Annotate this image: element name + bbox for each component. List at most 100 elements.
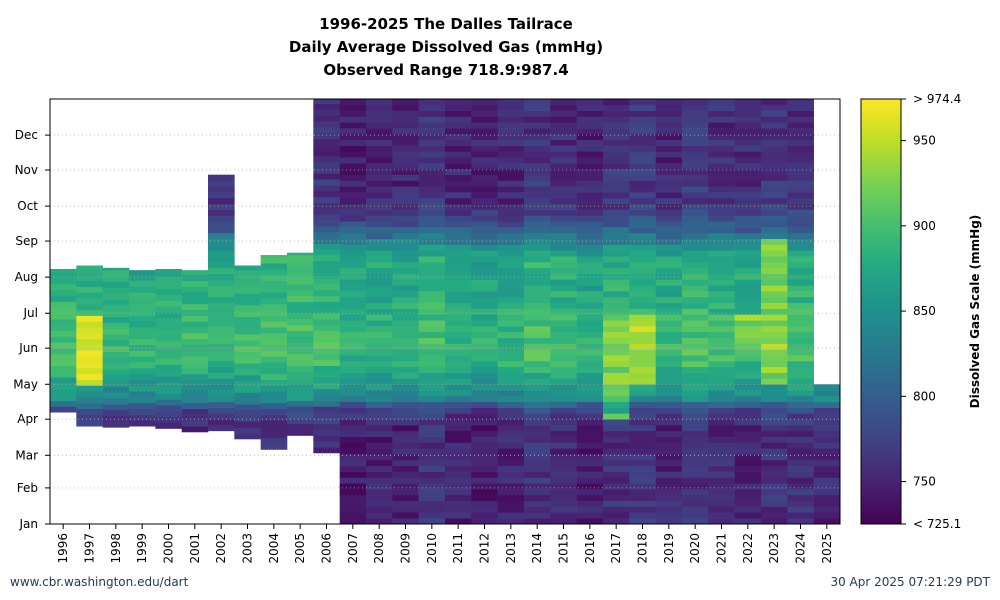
heatmap-cell bbox=[366, 180, 393, 187]
heatmap-cell bbox=[445, 273, 472, 280]
heatmap-cell bbox=[576, 448, 604, 455]
heatmap-cell bbox=[708, 232, 735, 240]
heatmap-cell bbox=[208, 395, 235, 403]
heatmap-cell bbox=[102, 374, 130, 382]
heatmap-cell bbox=[682, 477, 709, 484]
heatmap-cell bbox=[682, 314, 709, 321]
heatmap-cell bbox=[655, 133, 683, 141]
heatmap-cell bbox=[392, 518, 419, 525]
heatmap-cell bbox=[734, 110, 762, 117]
heatmap-cell bbox=[497, 430, 525, 437]
heatmap-cell bbox=[260, 362, 288, 369]
heatmap-cell bbox=[313, 289, 340, 297]
heatmap-cell bbox=[392, 355, 419, 362]
heatmap-cell bbox=[550, 232, 577, 240]
heatmap-cell bbox=[761, 139, 788, 146]
heatmap-cell bbox=[76, 265, 103, 270]
heatmap-cell bbox=[339, 425, 367, 432]
heatmap-cell bbox=[524, 262, 551, 269]
source-url-link[interactable]: www.cbr.washington.edu/dart bbox=[10, 575, 189, 589]
heatmap-cell bbox=[471, 378, 498, 385]
heatmap-cell bbox=[682, 465, 709, 472]
heatmap-cell bbox=[682, 366, 709, 373]
heatmap-cell bbox=[129, 315, 156, 322]
heatmap-cell bbox=[655, 267, 683, 274]
heatmap-cell bbox=[629, 401, 656, 408]
x-tick-label: 2007 bbox=[346, 533, 360, 564]
heatmap-cell bbox=[550, 308, 577, 315]
heatmap-cell bbox=[734, 180, 762, 187]
heatmap-cell bbox=[260, 420, 288, 427]
heatmap-cell bbox=[471, 209, 498, 216]
heatmap-cell bbox=[339, 209, 367, 216]
heatmap-cell bbox=[787, 302, 814, 309]
heatmap-cell bbox=[497, 494, 525, 502]
heatmap-cell bbox=[708, 454, 735, 461]
heatmap-cell bbox=[471, 355, 498, 362]
heatmap-cell bbox=[418, 442, 446, 449]
heatmap-cell bbox=[708, 308, 735, 315]
heatmap-cell bbox=[445, 168, 472, 175]
heatmap-cell bbox=[497, 454, 525, 461]
heatmap-cell bbox=[339, 192, 367, 199]
heatmap-cell bbox=[761, 262, 788, 269]
heatmap-cell bbox=[497, 349, 525, 356]
heatmap-cell bbox=[497, 401, 525, 408]
heatmap-cell bbox=[524, 128, 551, 135]
heatmap-cell bbox=[787, 209, 814, 216]
heatmap-cell bbox=[682, 320, 709, 327]
heatmap-cell bbox=[761, 186, 788, 193]
heatmap-cell bbox=[576, 186, 604, 193]
heatmap-cell bbox=[471, 291, 498, 298]
heatmap-cell bbox=[787, 104, 814, 111]
heatmap-cell bbox=[787, 99, 814, 106]
heatmap-cell bbox=[813, 500, 841, 507]
heatmap-cell bbox=[761, 104, 788, 111]
colorbar-tick-label: 850 bbox=[913, 304, 936, 318]
heatmap-cell bbox=[787, 355, 814, 362]
heatmap-cell bbox=[418, 221, 446, 228]
heatmap-cell bbox=[366, 506, 393, 513]
heatmap-cell bbox=[603, 390, 630, 397]
heatmap-cell bbox=[813, 430, 841, 437]
heatmap-cell bbox=[708, 285, 735, 292]
heatmap-cell bbox=[339, 349, 367, 356]
heatmap-cell bbox=[787, 331, 814, 338]
heatmap-cell bbox=[734, 355, 762, 362]
heatmap-cell bbox=[471, 419, 498, 426]
heatmap-cell bbox=[366, 337, 393, 344]
heatmap-cell bbox=[629, 326, 656, 333]
heatmap-cell bbox=[445, 99, 472, 106]
heatmap-cell bbox=[603, 285, 630, 292]
heatmap-cell bbox=[787, 343, 814, 350]
heatmap-cell bbox=[471, 227, 498, 234]
heatmap-cell bbox=[550, 326, 577, 333]
heatmap-cell bbox=[550, 454, 577, 461]
heatmap-cell bbox=[550, 197, 577, 205]
heatmap-cell bbox=[813, 489, 841, 496]
heatmap-cell bbox=[655, 506, 683, 513]
heatmap-cell bbox=[129, 420, 156, 427]
heatmap-cell bbox=[655, 221, 683, 228]
heatmap-cell bbox=[287, 284, 314, 291]
x-tick-label: 2008 bbox=[372, 533, 386, 564]
chart-title-line-2: Daily Average Dissolved Gas (mmHg) bbox=[289, 38, 603, 56]
heatmap-cell bbox=[576, 302, 604, 309]
heatmap-cell bbox=[366, 99, 393, 106]
heatmap-cell bbox=[576, 320, 604, 327]
heatmap-cell bbox=[655, 413, 683, 420]
heatmap-cell bbox=[682, 500, 709, 507]
heatmap-cell bbox=[761, 320, 788, 327]
heatmap-cell bbox=[603, 483, 630, 490]
heatmap-cell bbox=[445, 506, 472, 513]
heatmap-cell bbox=[366, 192, 393, 199]
heatmap-cell bbox=[418, 197, 446, 205]
heatmap-cell bbox=[418, 104, 446, 111]
colorbar-tick-label: 900 bbox=[913, 219, 936, 233]
heatmap-cell bbox=[339, 378, 367, 385]
heatmap-cell bbox=[260, 402, 288, 410]
heatmap-cell bbox=[392, 139, 419, 146]
heatmap-cell bbox=[550, 99, 577, 106]
